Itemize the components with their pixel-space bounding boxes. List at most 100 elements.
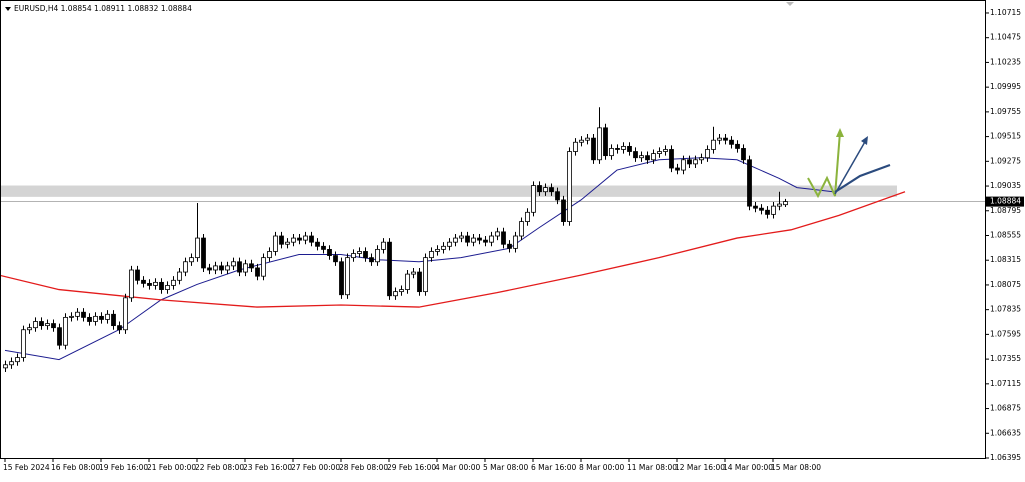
candle-body [375,248,380,263]
candle-body [399,289,404,293]
y-tick-label: 1.08315 [990,255,1021,264]
candle-body [201,237,206,269]
y-tick-label: 1.10235 [990,57,1021,66]
candle-body [315,241,320,247]
candle-body [453,237,458,243]
candle-body [15,357,20,363]
candle-body [639,155,644,159]
y-tick-label: 1.09275 [990,156,1021,165]
candle-body [693,159,698,165]
candle-body [585,137,590,141]
x-tick-label: 14 Mar 00:00 [723,463,773,472]
y-tick-label: 1.06875 [990,404,1021,413]
candle-body [513,235,518,249]
candle-body [531,185,536,213]
moving-average [0,191,906,308]
candle-body [471,237,476,243]
candle-body [423,257,428,293]
arrow-head [836,128,844,137]
x-tick-label: 19 Feb 16:00 [99,463,148,472]
y-tick-label: 1.08795 [990,206,1021,215]
candle-body [711,139,716,150]
current-price-box [986,196,1024,207]
candle-body [387,241,392,297]
candle-body [183,261,188,273]
candle-body [657,151,662,154]
candle-body [27,327,32,331]
candle-body [741,148,746,161]
y-tick-label: 1.09515 [990,132,1021,141]
x-tick-label: 16 Feb 08:00 [51,463,100,472]
candle-body [477,237,482,241]
candle-body [609,148,614,157]
candle-body [765,209,770,215]
scroll-marker [786,2,794,6]
candle-body [99,315,104,320]
x-tick-label: 23 Feb 16:00 [243,463,292,472]
candle-body [633,151,638,159]
candle-body [147,282,152,286]
y-tick-label: 1.08555 [990,230,1021,239]
candle-body [561,199,566,222]
candle-body [249,263,254,269]
candle-body [171,279,176,286]
candle-body [573,141,578,152]
candle-body [51,323,56,329]
candle-body [273,235,278,252]
candle-body [621,145,626,150]
candle-body [39,321,44,327]
x-tick-label: 15 Feb 2024 [3,463,50,472]
candle-body [351,253,356,259]
y-tick-label: 1.10475 [990,33,1021,42]
x-tick-label: 21 Feb 00:00 [147,463,196,472]
x-tick-label: 8 Mar 00:00 [579,463,625,472]
candle-body [135,269,140,281]
y-tick-label: 1.06635 [990,428,1021,437]
candle-body [159,281,164,290]
candle-body [597,127,602,161]
candle-body [753,205,758,209]
chart-title: EURUSD,H4 1.08854 1.08911 1.08832 1.0888… [14,4,192,13]
candle-body [255,267,260,277]
candle-body [231,261,236,267]
candle-body [339,261,344,296]
candle-body [327,248,332,256]
candle-body [123,297,128,331]
candle-body [207,267,212,271]
candle-body [153,281,158,286]
candle-body [681,159,686,171]
candle-body [117,325,122,331]
candle-body [675,167,680,171]
candle-body [279,235,284,245]
candle-body [291,237,296,243]
candle-body [81,311,86,318]
candle-body [129,269,134,299]
candle-body [225,265,230,271]
candle-body [195,237,200,259]
candle-body [63,316,68,346]
candle-body [729,139,734,145]
y-tick-label: 1.09035 [990,181,1021,190]
candle-body [627,145,632,152]
plot-area [0,107,985,372]
candle-body [465,235,470,243]
candle-body [549,187,554,193]
candle-body [9,361,14,366]
moving-average [4,157,834,361]
y-tick-label: 1.08075 [990,280,1021,289]
candle-body [3,364,8,369]
candle-body [237,261,242,273]
candle-body [537,185,542,193]
candle-body [393,291,398,297]
candle-body [69,315,74,318]
candle-body [429,251,434,259]
candle-body [519,221,524,237]
y-tick-label: 1.10715 [990,8,1021,17]
y-tick-label: 1.06395 [990,453,1021,462]
x-tick-label: 28 Feb 08:00 [339,463,388,472]
candle-body [243,263,248,273]
current-price-label: 1.08884 [990,197,1021,206]
candle-body [267,251,272,259]
candle-body [723,137,728,141]
